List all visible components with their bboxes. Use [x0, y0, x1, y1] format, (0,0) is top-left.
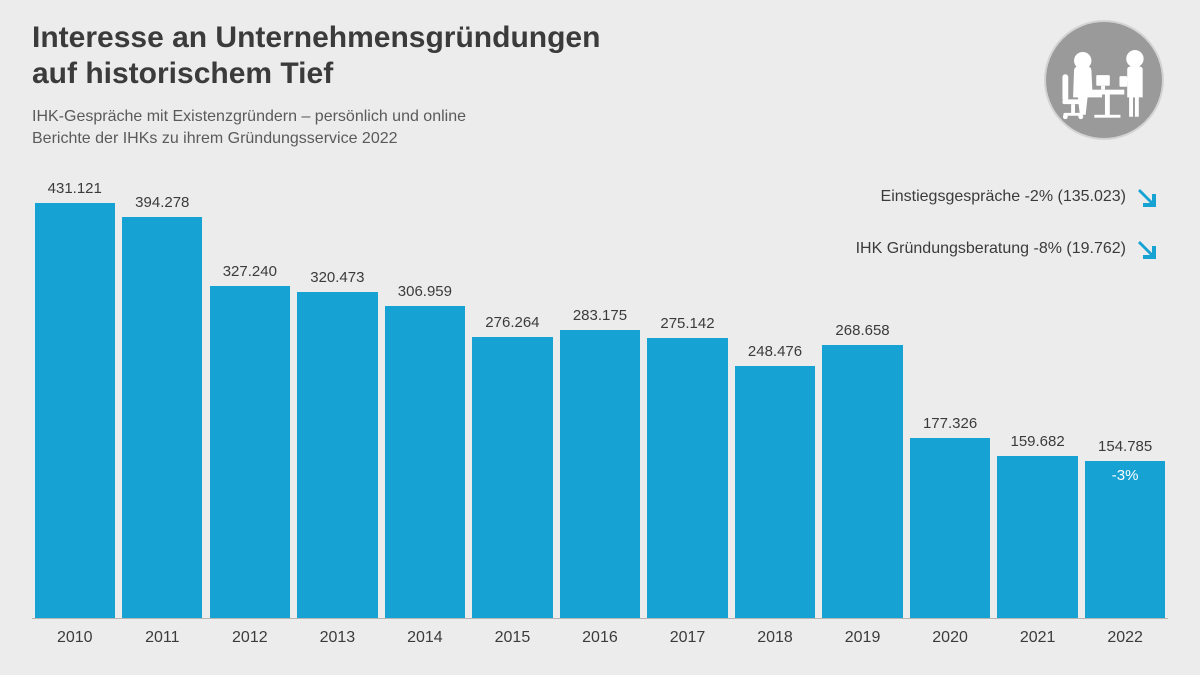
bar-column: 177.326 — [907, 180, 993, 618]
bar-column: 431.121 — [32, 180, 118, 618]
chart-header: Interesse an Unternehmensgründungen auf … — [32, 20, 1168, 149]
bar-column: 320.473 — [295, 180, 381, 618]
x-axis-tick: 2012 — [207, 629, 293, 647]
bar — [210, 286, 290, 618]
bar-column: 275.142 — [645, 180, 731, 618]
bars-container: 431.121 394.278 327.240 320.473 306.959 276.2… — [32, 180, 1168, 619]
bar — [385, 306, 465, 618]
bar-column: 248.476 — [732, 180, 818, 618]
consulting-people-icon — [1044, 20, 1164, 140]
chart-subtitle: IHK-Gespräche mit Existenzgründern – per… — [32, 106, 1168, 149]
bar: -3% — [1085, 461, 1165, 618]
bar-value-label: 177.326 — [923, 415, 977, 432]
x-axis: 2010201120122013201420152016201720182019… — [32, 629, 1168, 647]
title-line1: Interesse an Unternehmensgründungen — [32, 21, 600, 54]
bar — [822, 345, 902, 618]
bar-value-label: 154.785 — [1098, 438, 1152, 455]
bar-value-label: 275.142 — [660, 315, 714, 332]
bar-column: 327.240 — [207, 180, 293, 618]
bar-value-label: 268.658 — [835, 322, 889, 339]
x-axis-tick: 2020 — [907, 629, 993, 647]
bar-inner-label: -3% — [1085, 467, 1165, 484]
bar-value-label: 394.278 — [135, 194, 189, 211]
bar-column: 283.175 — [557, 180, 643, 618]
bar — [560, 330, 640, 618]
bar-column: 276.264 — [470, 180, 556, 618]
x-axis-tick: 2018 — [732, 629, 818, 647]
bar — [122, 217, 202, 618]
bar-column: 159.682 — [995, 180, 1081, 618]
bar-value-label: 248.476 — [748, 343, 802, 360]
bar — [735, 366, 815, 618]
bar-chart: 431.121 394.278 327.240 320.473 306.959 276.2… — [32, 180, 1168, 655]
x-axis-tick: 2014 — [382, 629, 468, 647]
bar-value-label: 159.682 — [1010, 433, 1064, 450]
bar — [647, 338, 727, 618]
subtitle-line2: Berichte der IHKs zu ihrem Gründungsserv… — [32, 130, 398, 147]
x-axis-tick: 2011 — [120, 629, 206, 647]
bar-value-label: 276.264 — [485, 314, 539, 331]
chart-title: Interesse an Unternehmensgründungen auf … — [32, 20, 1168, 92]
bar-column: 306.959 — [382, 180, 468, 618]
x-axis-tick: 2021 — [995, 629, 1081, 647]
title-line2: auf historischem Tief — [32, 57, 333, 90]
bar-column: 154.785 -3% — [1082, 180, 1168, 618]
x-axis-tick: 2022 — [1082, 629, 1168, 647]
bar — [997, 456, 1077, 618]
bar-value-label: 306.959 — [398, 283, 452, 300]
bar-column: 268.658 — [820, 180, 906, 618]
bar — [35, 203, 115, 618]
x-axis-tick: 2015 — [470, 629, 556, 647]
bar — [472, 337, 552, 618]
x-axis-tick: 2019 — [820, 629, 906, 647]
subtitle-line1: IHK-Gespräche mit Existenzgründern – per… — [32, 108, 466, 125]
x-axis-tick: 2016 — [557, 629, 643, 647]
x-axis-tick: 2017 — [645, 629, 731, 647]
x-axis-tick: 2010 — [32, 629, 118, 647]
bar-column: 394.278 — [120, 180, 206, 618]
bar — [297, 292, 377, 618]
bar-value-label: 283.175 — [573, 307, 627, 324]
x-axis-tick: 2013 — [295, 629, 381, 647]
bar-value-label: 431.121 — [48, 180, 102, 197]
bar-value-label: 327.240 — [223, 263, 277, 280]
bar-value-label: 320.473 — [310, 269, 364, 286]
bar — [910, 438, 990, 618]
